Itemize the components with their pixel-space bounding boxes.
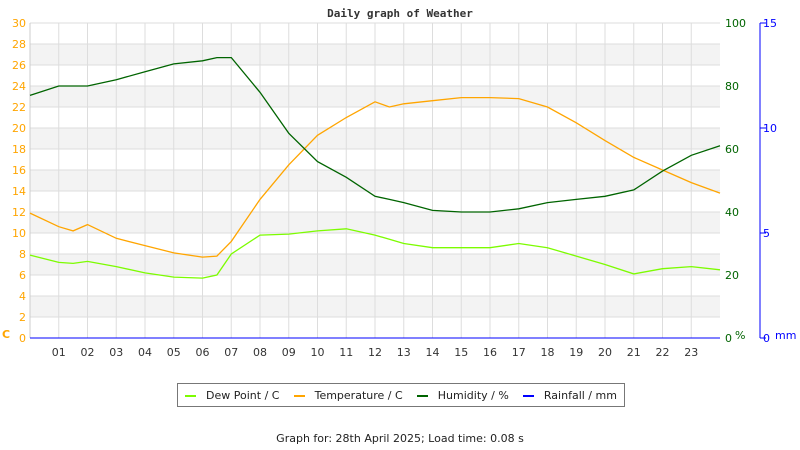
x-tick-label: 10 [311, 346, 325, 359]
humidity-tick-label: 40 [725, 206, 739, 219]
x-tick-label: 01 [52, 346, 66, 359]
humidity-axis-label: % [735, 329, 745, 342]
x-tick-label: 02 [81, 346, 95, 359]
rain-tick-label: 0 [763, 332, 770, 345]
humidity-tick-label: 80 [725, 80, 739, 93]
y-tick-label: 4 [19, 290, 26, 303]
x-tick-label: 23 [684, 346, 698, 359]
x-tick-label: 04 [138, 346, 152, 359]
y-tick-label: 12 [12, 206, 26, 219]
y-tick-label: 30 [12, 17, 26, 30]
x-tick-label: 13 [397, 346, 411, 359]
rain-tick-label: 5 [763, 227, 770, 240]
x-tick-label: 06 [196, 346, 210, 359]
x-tick-label: 08 [253, 346, 267, 359]
legend-temperature: Temperature / C [293, 388, 403, 402]
legend-label: Dew Point / C [206, 388, 280, 402]
legend-humidity: Humidity / % [416, 388, 509, 402]
x-tick-label: 21 [627, 346, 641, 359]
series-line-humidity [29, 56, 721, 213]
legend-label: Rainfall / mm [543, 388, 617, 402]
left-axis-label: C [2, 328, 10, 341]
y-tick-label: 2 [19, 311, 26, 324]
series-line-dew [29, 228, 721, 279]
x-tick-label: 18 [541, 346, 555, 359]
x-tick-label: 05 [167, 346, 181, 359]
y-tick-label: 18 [12, 143, 26, 156]
x-tick-label: 09 [282, 346, 296, 359]
humidity-tick-label: 100 [725, 17, 746, 30]
y-tick-label: 0 [19, 332, 26, 345]
footer: Graph for: 28th April 2025; Load time: 0… [276, 432, 524, 445]
rain-tick-label: 15 [763, 17, 777, 30]
legend-rainfall: Rainfall / mm [522, 388, 617, 402]
x-tick-label: 20 [598, 346, 612, 359]
y-tick-label: 8 [19, 248, 26, 261]
humidity-tick-label: 60 [725, 143, 739, 156]
rain-tick-label: 10 [763, 122, 777, 135]
humidity-tick-label: 0 [725, 332, 732, 345]
legend: Dew Point / C Temperature / C Humidity /… [177, 383, 625, 407]
series-line-temperature [29, 96, 721, 258]
x-tick-label: 14 [426, 346, 440, 359]
x-tick-label: 17 [512, 346, 526, 359]
y-tick-label: 26 [12, 59, 26, 72]
y-tick-label: 10 [12, 227, 26, 240]
x-tick-label: 19 [569, 346, 583, 359]
legend-dew-point: Dew Point / C [185, 389, 279, 402]
legend-label: Humidity / % [437, 388, 509, 402]
x-tick-label: 12 [368, 346, 382, 359]
y-tick-label: 28 [12, 38, 26, 51]
y-tick-label: 16 [12, 164, 26, 177]
chart-title: Daily graph of Weather [327, 7, 473, 20]
y-tick-label: 22 [12, 101, 26, 114]
y-tick-label: 6 [19, 269, 26, 282]
humidity-tick-label: 20 [725, 269, 739, 282]
x-tick-label: 22 [656, 346, 670, 359]
legend-label: Temperature / C [314, 388, 403, 402]
rain-axis-label: mm [775, 329, 796, 342]
x-tick-label: 16 [483, 346, 497, 359]
y-tick-label: 14 [12, 185, 26, 198]
x-tick-label: 11 [339, 346, 353, 359]
y-tick-label: 20 [12, 122, 26, 135]
x-tick-label: 03 [109, 346, 123, 359]
x-tick-label: 15 [454, 346, 468, 359]
y-tick-label: 24 [12, 80, 26, 93]
x-tick-label: 07 [224, 346, 238, 359]
